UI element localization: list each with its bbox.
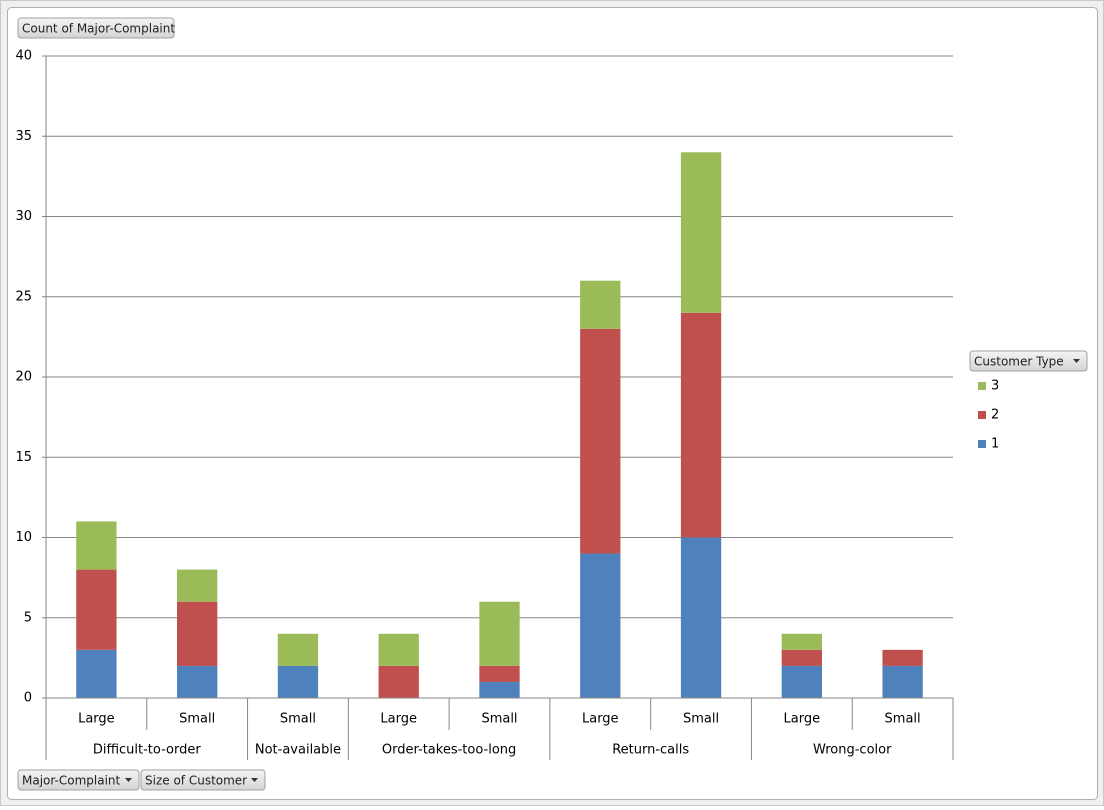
field-button-label: Count of Major-Complaint [22, 22, 175, 36]
x-tick-label: Small [885, 712, 921, 727]
group-label: Difficult-to-order [93, 743, 202, 758]
x-tick-label: Large [582, 712, 619, 727]
legend-swatch [978, 411, 986, 419]
y-tick-label: 15 [15, 450, 32, 465]
bar-segment [882, 665, 923, 698]
dropdown-arrow [251, 778, 258, 782]
bar-segment [76, 649, 117, 698]
bar-segment [680, 312, 722, 538]
x-tick-label: Small [683, 712, 719, 727]
legend-label: 1 [991, 437, 999, 452]
group-label: Not-available [255, 743, 341, 758]
field-button[interactable] [17, 769, 140, 791]
y-tick-label: 0 [24, 691, 32, 706]
field-button-label: Size of Customer [145, 774, 247, 788]
group-label: Return-calls [612, 743, 689, 758]
bar-segment [177, 665, 218, 698]
bar-segment [580, 553, 621, 698]
bar-segment [479, 665, 520, 682]
x-tick-label: Small [280, 712, 316, 727]
y-tick-label: 30 [15, 209, 32, 224]
y-tick-label: 40 [15, 49, 32, 64]
bar-segment [781, 649, 822, 666]
legend-label: 3 [991, 379, 999, 394]
y-tick-label: 35 [15, 129, 32, 144]
group-label: Wrong-color [813, 743, 892, 758]
dropdown-arrow [125, 778, 132, 782]
y-tick-label: 10 [15, 530, 32, 545]
bar-segment [378, 665, 419, 698]
field-button[interactable] [17, 17, 175, 39]
bar-segment [76, 569, 117, 650]
bar-segment [882, 649, 923, 666]
bar-segment [580, 280, 621, 329]
bar-segment [680, 537, 722, 698]
group-label: Order-takes-too-long [382, 743, 516, 758]
legend-label: 2 [991, 408, 999, 423]
x-tick-label: Large [784, 712, 821, 727]
field-button-label: Major-Complaint [22, 774, 121, 788]
bar-segment [781, 665, 822, 698]
y-tick-label: 20 [15, 370, 32, 385]
field-button[interactable] [140, 769, 266, 791]
bar-segment [177, 569, 218, 602]
chart-area [7, 7, 1098, 800]
field-button[interactable] [969, 350, 1088, 372]
x-tick-label: Small [179, 712, 215, 727]
x-tick-label: Large [78, 712, 115, 727]
legend-swatch [978, 440, 986, 448]
bar-segment [378, 633, 419, 666]
bar-segment [76, 521, 117, 570]
dropdown-arrow [1073, 359, 1080, 363]
bar-segment [277, 633, 319, 666]
x-tick-label: Small [481, 712, 517, 727]
bar-segment [277, 665, 319, 698]
y-tick-label: 5 [24, 610, 32, 625]
y-tick-label: 25 [15, 289, 32, 304]
bar-segment [479, 681, 520, 698]
bar-segment [680, 152, 722, 313]
bar-segment [177, 601, 218, 666]
bar-segment [781, 633, 822, 650]
bar-segment [580, 328, 621, 554]
legend-swatch [978, 382, 986, 390]
bar-segment [479, 601, 520, 666]
x-tick-label: Large [380, 712, 417, 727]
field-button-label: Customer Type [974, 355, 1064, 369]
